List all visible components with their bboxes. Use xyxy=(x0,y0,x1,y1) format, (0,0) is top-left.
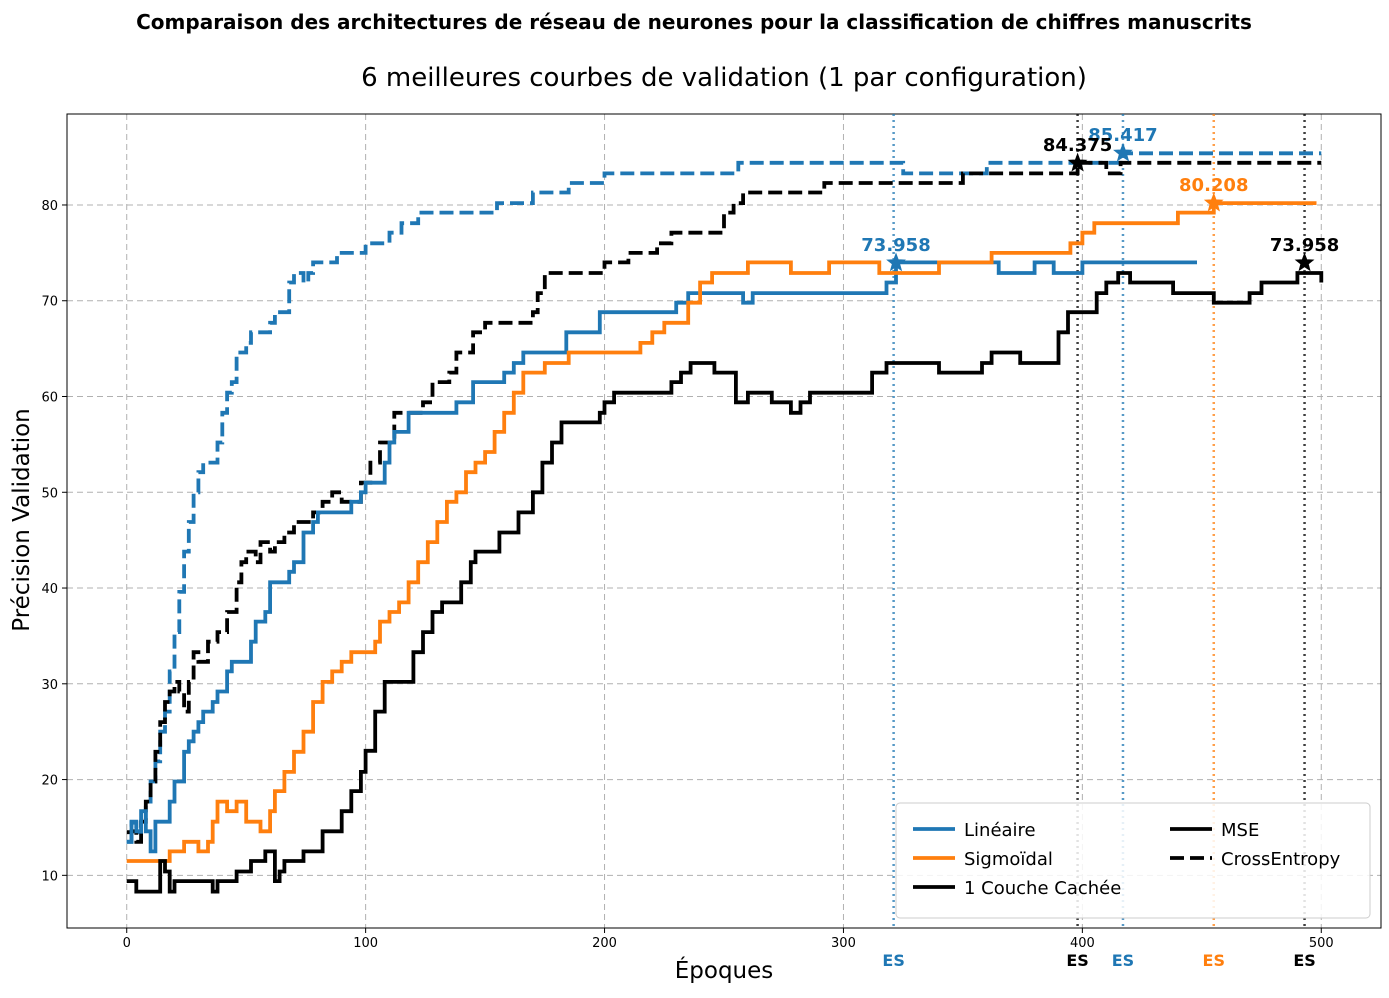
y-tick-label: 10 xyxy=(41,869,58,884)
best-point-label: 85.417 xyxy=(1088,125,1157,146)
early-stopping-label: ES xyxy=(1066,951,1088,970)
x-tick-label: 500 xyxy=(1309,936,1334,951)
legend-label: Linéaire xyxy=(964,820,1036,841)
x-axis-label: Époques xyxy=(675,956,774,984)
x-tick-label: 0 xyxy=(123,936,131,951)
x-tick-label: 100 xyxy=(353,936,378,951)
y-tick-label: 70 xyxy=(41,295,58,310)
y-tick-label: 20 xyxy=(41,774,58,789)
x-tick-label: 300 xyxy=(831,936,856,951)
best-point-star-marker xyxy=(1294,252,1315,272)
y-tick-label: 50 xyxy=(41,486,58,501)
y-tick-label: 60 xyxy=(41,391,58,406)
series-line-5 xyxy=(126,271,1324,894)
best-point-label: 84.375 xyxy=(1043,135,1112,156)
y-tick-label: 30 xyxy=(41,678,58,693)
series-line-1 xyxy=(126,151,1322,844)
x-tick-label: 400 xyxy=(1070,936,1095,951)
early-stopping-label: ES xyxy=(1203,951,1225,970)
best-point-label: 73.958 xyxy=(861,235,930,256)
series-line-4 xyxy=(126,201,1317,863)
best-point-label: 80.208 xyxy=(1179,175,1248,196)
legend: Linéaire Sigmoïdal 1 Couche Cachée MSE Cross… xyxy=(895,802,1371,919)
early-stopping-label: ES xyxy=(1112,951,1134,970)
series-line-3 xyxy=(126,260,1197,854)
best-point-star-marker xyxy=(1113,142,1133,162)
series-line-2 xyxy=(126,160,1322,844)
best-point-star-marker xyxy=(1067,152,1088,172)
y-tick-label: 80 xyxy=(41,199,58,214)
best-point-star-marker xyxy=(886,252,906,272)
y-tick-label: 40 xyxy=(41,582,58,597)
early-stopping-label: ES xyxy=(1293,951,1315,970)
best-point-star-marker xyxy=(1203,192,1224,212)
legend-label: 1 Couche Cachée xyxy=(964,878,1121,899)
x-tick-label: 200 xyxy=(592,936,617,951)
best-point-label: 73.958 xyxy=(1270,235,1339,256)
legend-label: CrossEntropy xyxy=(1221,849,1341,870)
early-stopping-label: ES xyxy=(882,951,904,970)
legend-box xyxy=(895,802,1371,919)
y-axis-label: Précision Validation xyxy=(9,408,35,632)
figure-suptitle: Comparaison des architectures de réseau … xyxy=(136,10,1252,34)
legend-label: Sigmoïdal xyxy=(964,849,1053,870)
plot-frame xyxy=(66,113,1382,929)
chart-title: 6 meilleures courbes de validation (1 pa… xyxy=(361,63,1087,93)
plot-area: 0 100 200 300 400 500 10 20 30 40 50 60 70 80 85.41784… xyxy=(41,113,1382,970)
legend-label: MSE xyxy=(1221,820,1259,841)
